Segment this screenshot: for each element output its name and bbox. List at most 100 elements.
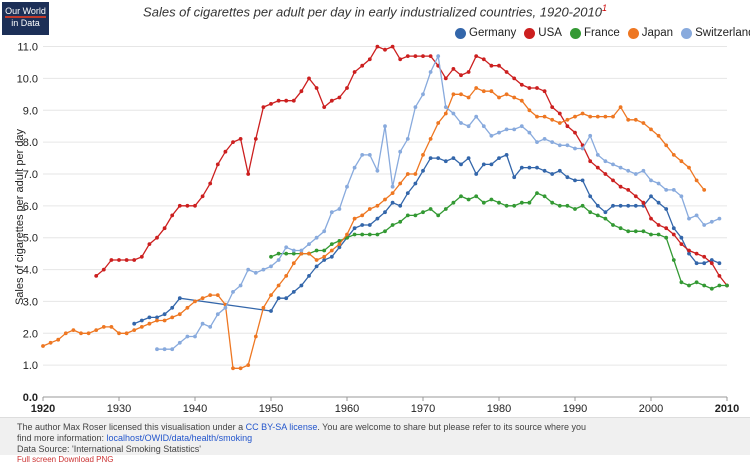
data-point xyxy=(307,76,311,81)
data-point xyxy=(269,254,273,259)
data-point xyxy=(649,216,653,221)
data-point xyxy=(124,331,129,336)
legend-item-switzerland[interactable]: Switzerland xyxy=(681,27,750,39)
data-point xyxy=(345,86,349,90)
data-point xyxy=(542,137,547,141)
data-point xyxy=(542,168,547,173)
data-point xyxy=(595,165,600,170)
y-tick-label: 2.0 xyxy=(23,328,38,340)
data-point xyxy=(641,121,646,125)
data-point xyxy=(535,191,539,196)
data-point xyxy=(717,283,722,288)
data-point xyxy=(337,245,342,250)
legend-swatch xyxy=(524,27,536,39)
data-point xyxy=(436,121,441,125)
data-point xyxy=(132,258,137,262)
data-point xyxy=(390,191,395,196)
series-line xyxy=(95,45,728,286)
y-tick-label: 10.0 xyxy=(17,73,38,85)
data-point xyxy=(641,229,646,234)
data-point xyxy=(687,165,691,170)
legend-label: Switzerland xyxy=(695,27,750,39)
data-point xyxy=(519,82,524,87)
data-point xyxy=(193,334,197,339)
data-point xyxy=(276,258,281,262)
data-point xyxy=(63,331,68,336)
data-point xyxy=(413,181,418,186)
data-point xyxy=(466,70,471,74)
legend-item-germany[interactable]: Germany xyxy=(455,27,516,39)
data-point xyxy=(603,216,608,221)
legend-item-france[interactable]: France xyxy=(569,27,620,39)
data-point xyxy=(261,267,266,272)
data-point xyxy=(322,254,327,259)
data-point xyxy=(177,296,182,301)
data-point xyxy=(307,274,311,278)
license-link[interactable]: CC BY-SA license xyxy=(245,422,318,432)
data-point xyxy=(398,181,403,186)
data-point xyxy=(466,124,471,129)
data-point xyxy=(329,248,334,253)
data-point xyxy=(405,137,410,141)
data-point xyxy=(360,223,365,227)
data-point xyxy=(535,86,539,90)
data-point xyxy=(489,63,494,68)
footnote-mark[interactable]: 1 xyxy=(601,3,607,13)
series-line xyxy=(157,53,720,350)
data-point xyxy=(421,54,425,58)
more-info-line: find more information: localhost/OWID/da… xyxy=(17,433,733,444)
legend-item-usa[interactable]: USA xyxy=(524,27,562,39)
legend-item-japan[interactable]: Japan xyxy=(627,27,673,39)
data-point xyxy=(573,146,577,151)
data-point xyxy=(664,188,669,192)
data-point xyxy=(573,130,577,135)
data-point xyxy=(557,111,562,116)
y-tick-label: 8.0 xyxy=(23,137,38,149)
data-point xyxy=(481,162,486,167)
data-point xyxy=(489,197,494,202)
data-point xyxy=(459,92,463,97)
more-info-link[interactable]: localhost/OWID/data/health/smoking xyxy=(106,433,253,443)
data-point xyxy=(162,226,167,231)
data-point xyxy=(557,121,562,125)
data-point xyxy=(557,203,562,208)
data-point xyxy=(421,92,425,97)
data-point xyxy=(390,200,395,205)
data-point xyxy=(595,203,600,208)
data-point xyxy=(451,111,456,116)
y-tick-label: 1.0 xyxy=(23,360,38,372)
data-point xyxy=(345,184,349,189)
data-point xyxy=(231,366,235,371)
data-point xyxy=(489,133,494,138)
our-world-in-data-logo: Our World in Data xyxy=(2,2,49,35)
data-point xyxy=(155,347,159,352)
data-point xyxy=(352,70,357,74)
data-point xyxy=(162,318,167,323)
data-point xyxy=(694,280,699,285)
data-point xyxy=(223,305,228,310)
x-tick-label: 1990 xyxy=(563,403,587,415)
data-point xyxy=(618,165,623,170)
y-axis-label: Sales of cigarettes per adult per day xyxy=(14,128,26,305)
data-point xyxy=(428,54,433,58)
data-point xyxy=(497,156,501,161)
data-point xyxy=(185,305,190,310)
data-point xyxy=(550,117,555,122)
data-point xyxy=(443,111,448,116)
data-point xyxy=(611,203,615,208)
data-point xyxy=(269,102,273,106)
data-point xyxy=(542,194,547,199)
data-point xyxy=(231,140,235,145)
data-point xyxy=(200,296,205,301)
legend-label: Germany xyxy=(469,27,517,39)
legend-swatch xyxy=(627,27,639,39)
data-point xyxy=(269,309,273,313)
data-point xyxy=(246,172,251,176)
data-point xyxy=(200,194,205,199)
data-point xyxy=(215,162,220,167)
data-point xyxy=(504,153,509,157)
series-france xyxy=(269,191,729,291)
data-point xyxy=(223,149,228,154)
data-point xyxy=(664,143,669,148)
x-tick-label: 2010 xyxy=(715,403,739,415)
